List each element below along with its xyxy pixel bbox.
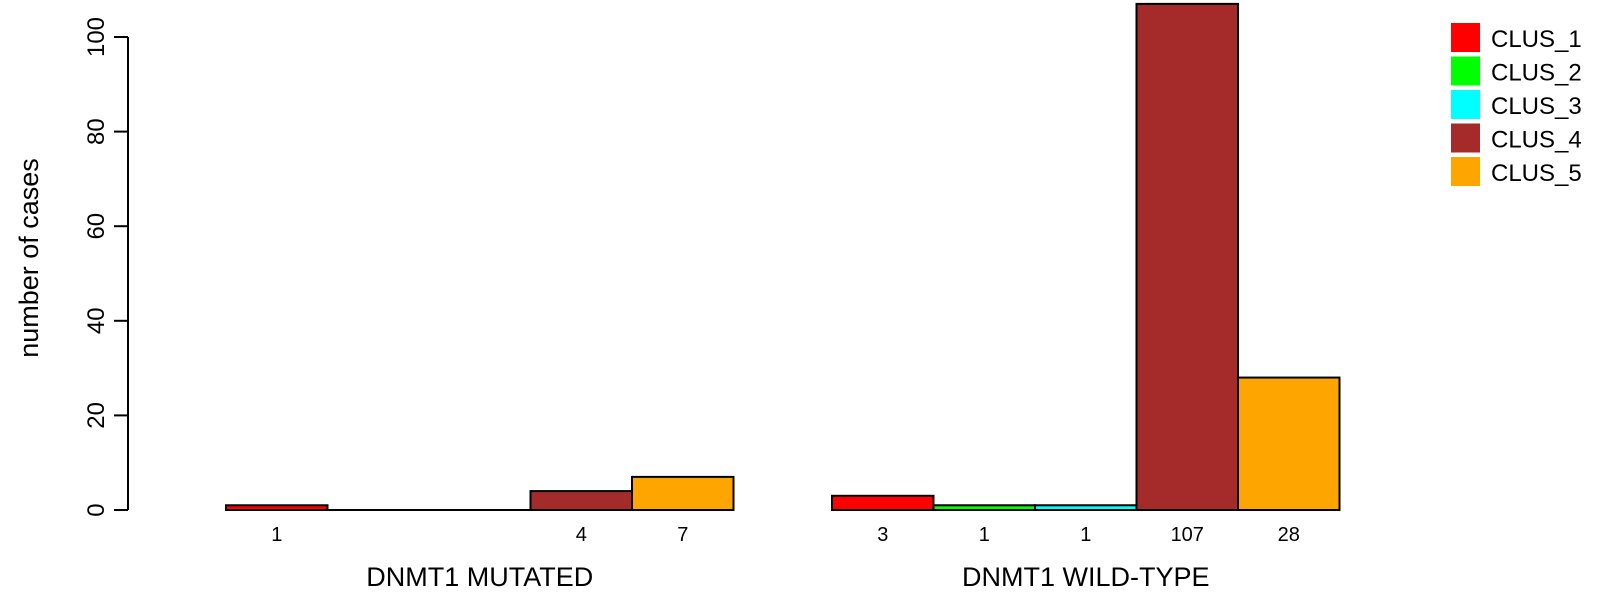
y-tick-label: 100 — [83, 17, 110, 57]
legend-label-clus_5: CLUS_5 — [1491, 160, 1582, 187]
legend-swatch-clus_3 — [1451, 90, 1480, 119]
bar-clus_5-mutated — [631, 475, 735, 512]
group-label-mutated: DNMT1 MUTATED — [366, 562, 593, 592]
legend: CLUS_1 CLUS_2 CLUS_3 CLUS_4 CLUS_5 — [1451, 23, 1582, 187]
bar-clus_5-wild-type — [1237, 376, 1341, 511]
y-axis: 0 20 40 60 80 100 — [83, 17, 129, 517]
count-labels-layer: 1 4 7 3 1 1 107 28 — [271, 524, 1300, 546]
legend-swatch-clus_4 — [1451, 123, 1480, 153]
bar-clus_4-wild-type — [1135, 2, 1239, 511]
y-tick-label: 60 — [83, 213, 110, 240]
count-label: 1 — [271, 524, 282, 546]
legend-swatch-clus_5 — [1451, 157, 1480, 186]
legend-swatch-clus_1 — [1451, 23, 1480, 52]
legend-label-clus_3: CLUS_3 — [1491, 93, 1582, 120]
count-label: 1 — [1080, 524, 1091, 546]
y-tick-label: 80 — [83, 118, 110, 145]
group-labels-layer: DNMT1 MUTATED DNMT1 WILD-TYPE — [366, 562, 1209, 592]
y-axis-title: number of cases — [14, 158, 44, 358]
bars-layer — [225, 2, 1341, 512]
y-tick-label: 40 — [83, 307, 110, 334]
count-label: 4 — [576, 524, 587, 546]
y-tick-label: 20 — [83, 402, 110, 429]
bar-clus_1-wild-type — [831, 494, 935, 511]
count-label: 107 — [1171, 524, 1204, 546]
count-label: 1 — [979, 524, 990, 546]
bar-clus_4-mutated — [529, 490, 633, 511]
legend-label-clus_1: CLUS_1 — [1491, 26, 1582, 53]
legend-label-clus_2: CLUS_2 — [1491, 60, 1582, 87]
count-label: 7 — [677, 524, 688, 546]
legend-swatch-clus_2 — [1451, 56, 1480, 86]
legend-label-clus_4: CLUS_4 — [1491, 127, 1582, 154]
y-tick-label: 0 — [83, 503, 110, 516]
group-label-wild-type: DNMT1 WILD-TYPE — [962, 562, 1210, 592]
count-label: 28 — [1278, 524, 1300, 546]
count-label: 3 — [877, 524, 888, 546]
